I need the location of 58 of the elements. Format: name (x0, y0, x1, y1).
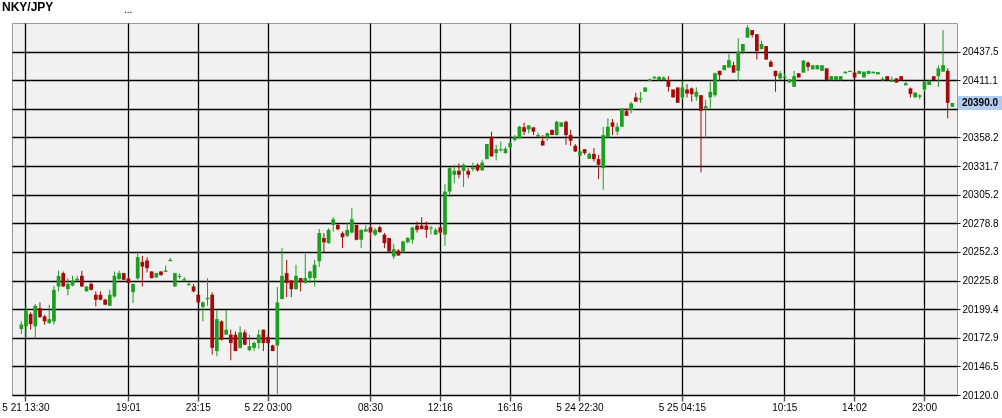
y-tick-label: 20199.4 (962, 303, 1000, 315)
candlestick (736, 37, 741, 82)
candlestick (224, 309, 229, 336)
candlestick (145, 256, 149, 273)
y-tick-label: 20305.2 (962, 189, 1000, 201)
candlestick (703, 99, 708, 139)
candlestick (303, 253, 308, 285)
x-tick-label: 10:15 (772, 401, 798, 413)
candlestick (754, 33, 759, 61)
candlestick (806, 61, 810, 72)
candlestick (619, 107, 624, 128)
candlestick (284, 259, 289, 298)
y-tick-label: 20411.1 (962, 74, 999, 86)
x-tick-label: 23:00 (911, 401, 938, 413)
y-tick-label: 20278.8 (962, 217, 1000, 229)
y-tick-label: 20146.5 (962, 360, 1000, 372)
candlestick (457, 162, 461, 179)
y-tick-label: 20358.2 (962, 131, 1000, 143)
candlestick (941, 29, 945, 73)
candlestick (359, 228, 364, 249)
x-tick-label: 5 22 03:00 (244, 401, 293, 413)
x-tick-label: 5 25 04:15 (658, 401, 707, 413)
y-tick-label: 20225.8 (962, 275, 1000, 287)
candlestick (201, 300, 205, 322)
y-tick-label: 20437.5 (962, 46, 1000, 58)
candlestick (294, 264, 298, 291)
y-tick-label: 20120.0 (962, 389, 1000, 401)
x-tick-label: 16:16 (497, 401, 524, 413)
y-tick-label: 20331.7 (962, 160, 1000, 172)
candlestick (592, 147, 596, 163)
candlestick (349, 207, 354, 234)
candlestick (252, 340, 256, 352)
x-tick-label: 12:16 (427, 401, 454, 413)
candlestick (322, 232, 326, 253)
candlestick (280, 247, 284, 300)
x-tick-label: 14:02 (842, 401, 868, 413)
candlestick (429, 225, 433, 236)
candlestick (256, 329, 261, 350)
y-tick-label: 20172.9 (962, 332, 1000, 344)
candlestick (522, 122, 526, 136)
candlestick (238, 325, 242, 350)
x-tick-label: 19:01 (115, 401, 142, 413)
candlestick (33, 303, 38, 340)
candlestick (471, 162, 475, 172)
text: ... (124, 4, 133, 15)
candlestick (66, 277, 70, 296)
candlestick (135, 251, 140, 281)
x-tick-label: 5 24 22:30 (556, 401, 605, 413)
y-tick-label: 20252.3 (962, 246, 1000, 258)
candlestick (699, 94, 703, 173)
candlestick (228, 329, 233, 361)
x-tick-label: 08:30 (357, 401, 384, 413)
candlestick (536, 132, 540, 138)
x-tick-label: 5 21 13:30 (2, 401, 51, 413)
annotation: 20390.0 (961, 97, 999, 109)
chart-title: NKY/JPY (2, 0, 54, 14)
candlestick (564, 120, 568, 146)
x-tick-label: 23:15 (185, 401, 212, 413)
